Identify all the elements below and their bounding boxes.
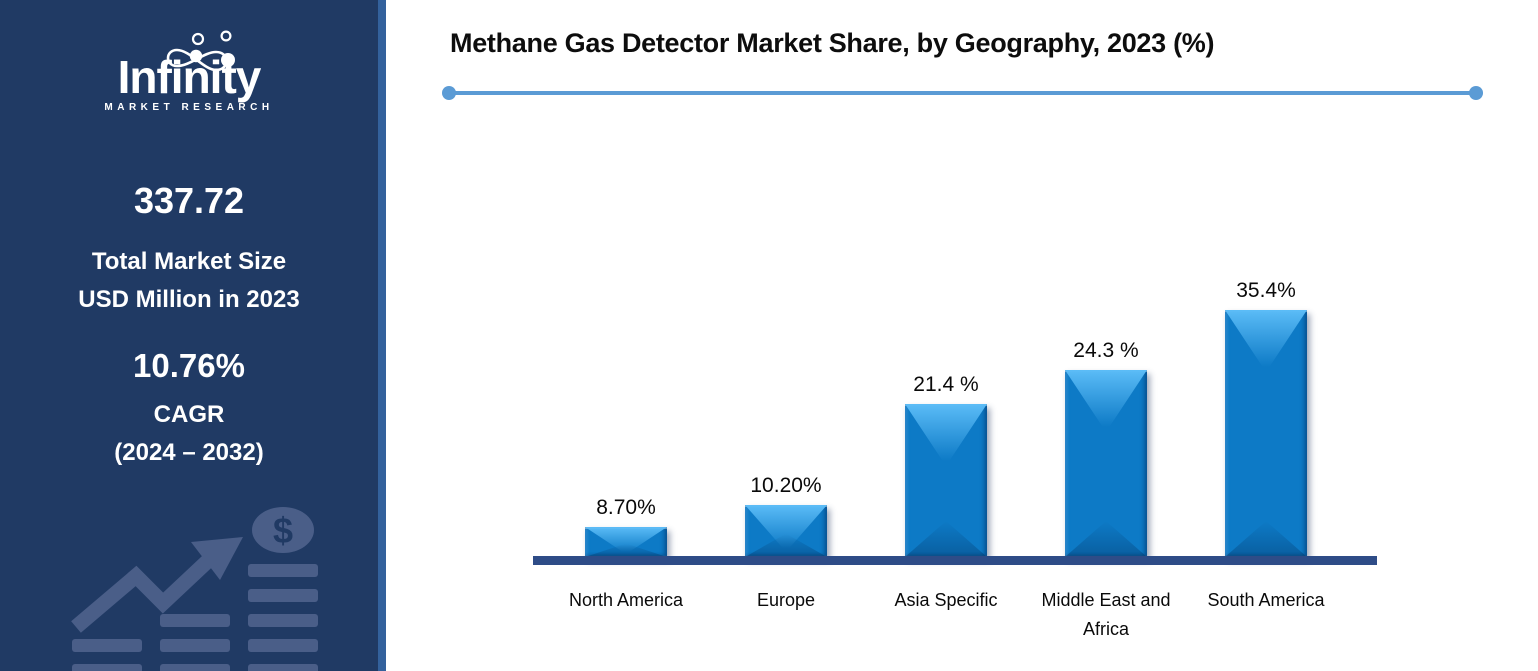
bar-slot: 21.4 % [866, 257, 1026, 557]
category-label: Europe [756, 590, 816, 610]
dollar-coin-icon: $ [252, 507, 314, 553]
bar [1065, 370, 1147, 557]
title-divider-line [449, 91, 1483, 95]
bar [585, 527, 667, 557]
divider-right-dot [1469, 86, 1483, 100]
market-size-label: Total Market Size USD Million in 2023 [0, 243, 378, 319]
bar-value-label: 24.3 % [1073, 339, 1139, 362]
cagr-value: 10.76% [133, 347, 245, 384]
market-size-label-line2: USD Million in 2023 [78, 286, 300, 313]
infinity-icon [166, 30, 235, 72]
category-label: South America [1207, 590, 1325, 610]
coin-stack-icon [72, 564, 318, 671]
sidebar: Infinity MARKET RESEARCH 337.72 Total Ma… [0, 0, 386, 671]
category-label: Middle East and Africa [1041, 590, 1171, 639]
category-labels-row: North America Europe Asia Specific Middle E… [546, 586, 1346, 644]
divider-left-dot [442, 86, 456, 100]
bar-slot: 35.4% [1186, 257, 1346, 557]
cagr-period: (2024 – 2032) [114, 439, 264, 466]
growth-arrow-coins-graphic: $ [71, 507, 318, 671]
bar-chart: 8.70% 10.20% 21.4 % 24.3 % 35.4% [546, 257, 1346, 557]
cagr-label: CAGR (2024 – 2032) [0, 396, 378, 472]
chart-title: Methane Gas Detector Market Share, by Ge… [450, 28, 1215, 58]
svg-text:$: $ [273, 510, 293, 551]
brand-subtitle: MARKET RESEARCH [104, 102, 274, 113]
x-axis-line [533, 556, 1377, 565]
bar-slot: 10.20% [706, 257, 866, 557]
bar-slot: 24.3 % [1026, 257, 1186, 557]
bar-slot: 8.70% [546, 257, 706, 557]
market-size-label-line1: Total Market Size [91, 248, 287, 275]
logo: Infinity MARKET RESEARCH [0, 18, 378, 118]
market-size-value: 337.72 [133, 180, 245, 221]
growth-arrow-icon [71, 537, 243, 633]
cagr-label-text: CAGR [153, 401, 225, 428]
bar [745, 505, 827, 557]
bar-value-label: 8.70% [596, 496, 656, 519]
category-label: North America [568, 590, 684, 610]
bar [1225, 310, 1307, 557]
bar-value-label: 10.20% [750, 474, 822, 497]
bar-value-label: 21.4 % [913, 373, 979, 396]
chart-panel: Methane Gas Detector Market Share, by Ge… [386, 0, 1538, 671]
bar-value-label: 35.4% [1236, 279, 1296, 302]
bar [905, 404, 987, 557]
category-label: Asia Specific [894, 590, 998, 610]
